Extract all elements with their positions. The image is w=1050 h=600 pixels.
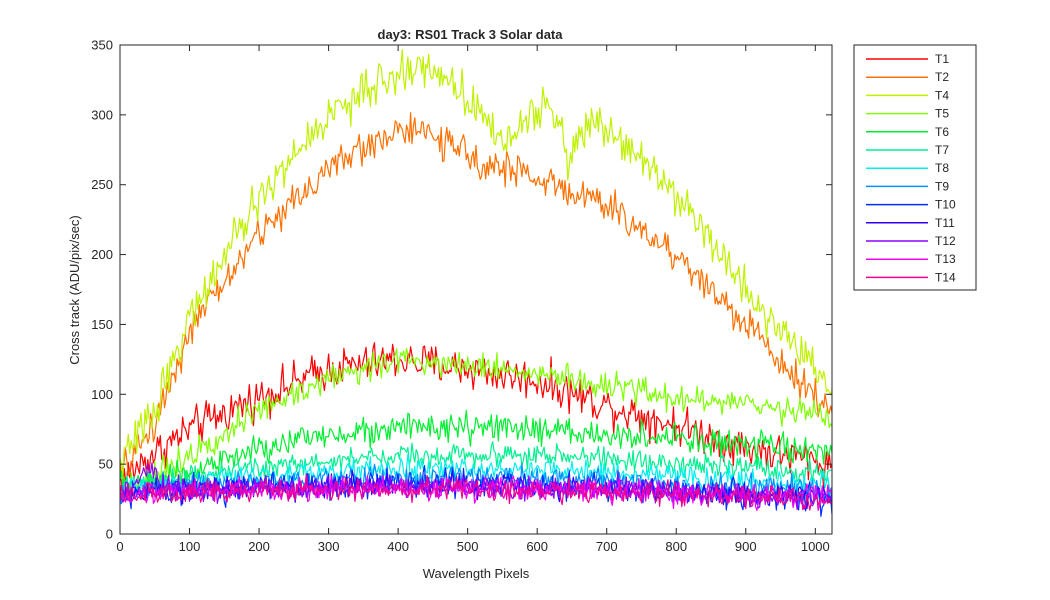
- legend-label: T13: [935, 252, 956, 266]
- legend-label: T2: [935, 70, 949, 84]
- x-tick-label: 500: [457, 539, 479, 554]
- y-tick-label: 100: [91, 387, 113, 402]
- axes-box: [119, 44, 833, 535]
- series-line-t4: [119, 49, 833, 480]
- legend-label: T12: [935, 234, 956, 248]
- y-tick-label: 200: [91, 247, 113, 262]
- y-tick-label: 50: [99, 457, 113, 472]
- legend-label: T5: [935, 107, 949, 121]
- y-tick-label: 350: [91, 38, 113, 53]
- x-tick-label: 700: [596, 539, 618, 554]
- legend-label: T7: [935, 143, 949, 157]
- y-tick-label: 300: [91, 107, 113, 122]
- legend-label: T14: [935, 270, 956, 284]
- y-tick-label: 0: [106, 527, 113, 542]
- x-tick-label: 400: [387, 539, 409, 554]
- y-tick-label: 150: [91, 317, 113, 332]
- series-line-t5: [119, 347, 833, 495]
- legend-label: T4: [935, 88, 949, 102]
- x-axis: 0 100 200 300 400 500 600 700 800 900 1000: [116, 45, 830, 554]
- series-line-t7: [119, 441, 833, 497]
- legend-label: T11: [935, 216, 955, 230]
- y-axis: 0 50 100 150 200 250 300 350: [91, 38, 832, 542]
- x-tick-label: 300: [318, 539, 340, 554]
- x-tick-label: 600: [526, 539, 548, 554]
- legend-label: T9: [935, 179, 949, 193]
- series-layer: [119, 49, 833, 517]
- y-tick-label: 250: [91, 177, 113, 192]
- legend-label: T6: [935, 125, 949, 139]
- legend-label: T1: [935, 52, 949, 66]
- legend-label: T8: [935, 161, 949, 175]
- x-tick-label: 800: [665, 539, 687, 554]
- series-line-t2: [119, 112, 833, 477]
- x-tick-label: 100: [179, 539, 201, 554]
- series-line-t14: [119, 474, 833, 511]
- x-tick-label: 900: [735, 539, 757, 554]
- y-axis-label: Cross track (ADU/pix/sec): [67, 215, 82, 365]
- chart-title: day3: RS01 Track 3 Solar data: [378, 27, 564, 42]
- x-tick-label: 200: [248, 539, 270, 554]
- x-tick-label: 0: [116, 539, 123, 554]
- x-tick-label: 1000: [801, 539, 830, 554]
- x-axis-label: Wavelength Pixels: [423, 566, 530, 581]
- legend-label: T10: [935, 198, 956, 212]
- legend: T1 T2 T4 T5 T6 T7 T8 T9 T10 T11 T12 T13 T14: [853, 44, 977, 291]
- series-line-t12: [119, 462, 833, 511]
- plot-area: [120, 45, 832, 534]
